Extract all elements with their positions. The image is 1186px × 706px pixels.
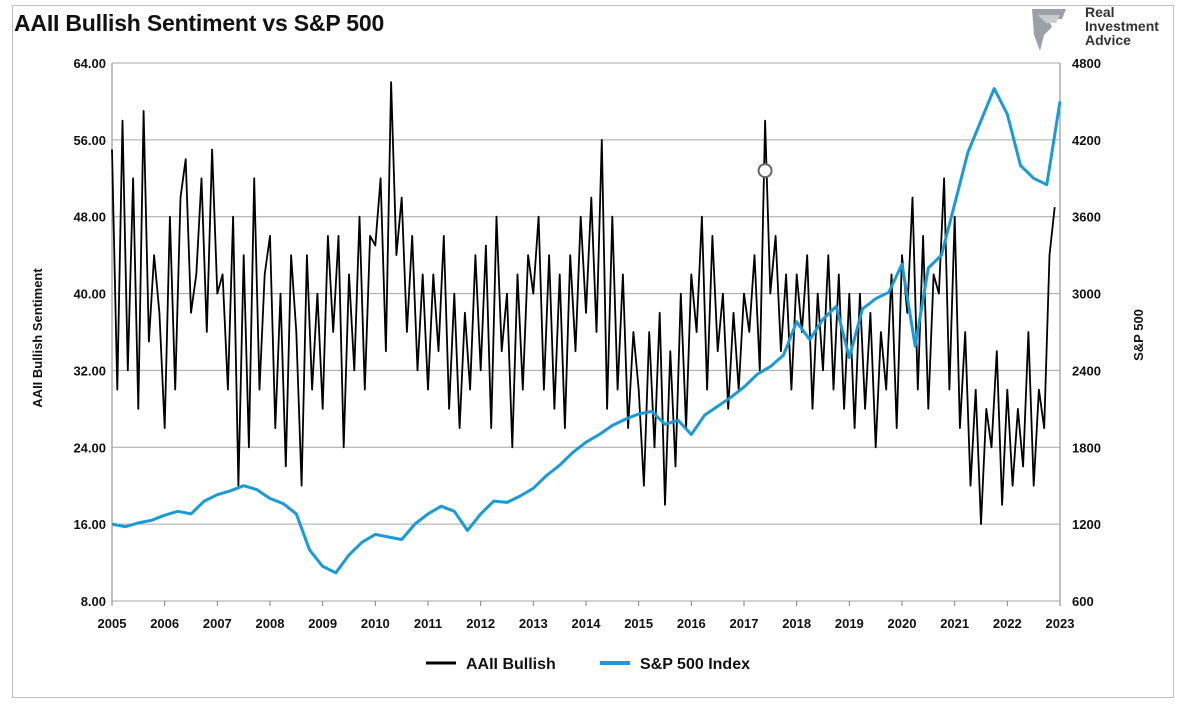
right-tick-label: 3600 <box>1072 210 1101 225</box>
x-tick-label: 2020 <box>888 616 917 631</box>
brand-line-2: Investment <box>1085 18 1159 34</box>
x-tick-label: 2014 <box>572 616 602 631</box>
legend-label-sp500: S&P 500 Index <box>640 656 750 673</box>
left-tick-label: 8.00 <box>81 594 106 609</box>
y2-axis-label: S&P 500 <box>1131 309 1146 361</box>
series-line <box>111 87 1062 575</box>
left-tick-label: 48.00 <box>73 210 106 225</box>
series-aaii-bullish <box>111 81 1056 525</box>
left-tick-label: 40.00 <box>73 287 106 302</box>
x-tick-label: 2017 <box>730 616 759 631</box>
right-tick-label: 4200 <box>1072 133 1101 148</box>
series-line <box>111 81 1056 525</box>
legend-label-aaii: AAII Bullish <box>466 656 556 673</box>
x-tick-label: 2008 <box>256 616 285 631</box>
right-tick-label: 1200 <box>1072 517 1101 532</box>
x-tick-label: 2006 <box>150 616 179 631</box>
right-tick-label: 4800 <box>1072 56 1101 71</box>
x-tick-label: 2007 <box>203 616 232 631</box>
annotation-marker <box>757 163 773 179</box>
x-tick-label: 2015 <box>624 616 653 631</box>
x-tick-label: 2005 <box>98 616 127 631</box>
left-tick-label: 56.00 <box>73 133 106 148</box>
brand-logo-icon <box>1032 9 1066 51</box>
left-tick-label: 16.00 <box>73 517 106 532</box>
x-tick-label: 2011 <box>414 616 442 631</box>
x-tick-label: 2021 <box>940 616 969 631</box>
brand-logo-text: Real Investment Advice <box>1085 5 1159 47</box>
x-tick-label: 2009 <box>308 616 337 631</box>
x-tick-label: 2019 <box>835 616 864 631</box>
x-tick-label: 2016 <box>677 616 706 631</box>
chart-title: AAII Bullish Sentiment vs S&P 500 <box>14 10 385 36</box>
legend: AAII Bullish S&P 500 Index <box>426 656 750 673</box>
x-tick-label: 2023 <box>1046 616 1075 631</box>
x-tick-label: 2022 <box>993 616 1022 631</box>
series-sp500-index <box>111 87 1062 575</box>
right-axis-ticks: 600 1200 1800 2400 3000 3600 4200 4800 <box>1072 56 1101 609</box>
x-axis-ticks: 2005 2006 2007 2008 2009 2010 2011 2012 2013 2014… <box>98 601 1075 631</box>
right-tick-label: 2400 <box>1072 363 1101 378</box>
annotation-layer <box>757 163 773 179</box>
brand-line-3: Advice <box>1085 32 1131 48</box>
x-tick-label: 2018 <box>782 616 811 631</box>
left-tick-label: 24.00 <box>73 440 106 455</box>
left-tick-label: 32.00 <box>73 363 106 378</box>
brand-line-1: Real <box>1085 4 1115 20</box>
series-layer <box>111 81 1062 575</box>
x-tick-label: 2010 <box>361 616 390 631</box>
x-tick-label: 2013 <box>519 616 548 631</box>
x-tick-label: 2012 <box>466 616 495 631</box>
left-tick-label: 64.00 <box>73 56 106 71</box>
left-axis-ticks: 8.00 16.00 24.00 32.00 40.00 48.00 56.00 64.00 <box>73 56 106 609</box>
right-tick-label: 600 <box>1072 594 1094 609</box>
y-axis-label: AAII Bullish Sentiment <box>30 268 45 408</box>
right-tick-label: 1800 <box>1072 440 1101 455</box>
right-tick-label: 3000 <box>1072 287 1101 302</box>
